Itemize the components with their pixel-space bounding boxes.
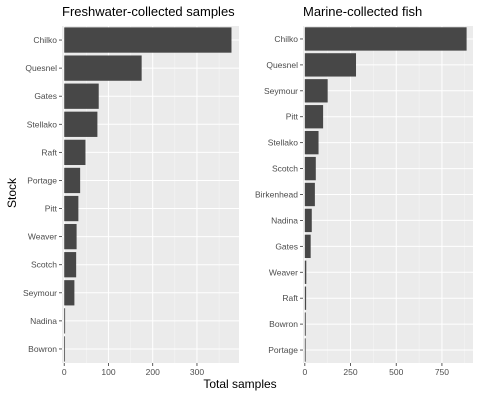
marine-bar-seymour <box>304 79 328 103</box>
y-axis-title: Stock <box>5 177 19 208</box>
marine-bar-weaver <box>304 260 307 284</box>
freshwater-y-tick-label: Portage <box>27 175 57 185</box>
freshwater-bar-raft <box>64 139 86 166</box>
marine-bar-gates <box>304 234 311 259</box>
marine-y-tick-label: Gates <box>275 241 298 251</box>
freshwater-bar-portage <box>64 167 81 194</box>
marine-bar-raft <box>304 286 307 310</box>
marine-bar-pitt <box>304 105 324 129</box>
marine-y-tick-label: Stellako <box>268 138 299 148</box>
freshwater-bar-pitt <box>64 195 79 222</box>
marine-x-tick-label: 250 <box>343 367 357 377</box>
freshwater-x-tick-label: 300 <box>190 367 204 377</box>
freshwater-bar-bowron <box>64 336 66 362</box>
x-axis-title: Total samples <box>203 377 276 391</box>
marine-y-tick-label: Seymour <box>264 86 298 96</box>
marine-panel: Chilko Quesnel Seymour Pitt Stellako Scotch Bi… <box>255 26 473 377</box>
marine-bar-quesnel <box>304 53 357 77</box>
freshwater-bar-nadina <box>64 308 66 334</box>
marine-y-tick-label: Portage <box>268 345 298 355</box>
marine-y-tick-label: Pitt <box>286 112 299 122</box>
freshwater-y-tick-label: Gates <box>34 91 57 101</box>
freshwater-bar-weaver <box>64 223 77 250</box>
freshwater-y-tick-label: Seymour <box>23 288 57 298</box>
freshwater-panel-background <box>62 26 239 363</box>
marine-bar-stellako <box>304 130 319 155</box>
marine-y-tick-label: Birkenhead <box>255 190 298 200</box>
freshwater-y-tick-label: Chilko <box>33 35 57 45</box>
freshwater-panel: Chilko Quesnel Gates Stellako Raft Portage Pit… <box>23 26 239 377</box>
marine-y-tick-label: Quesnel <box>266 60 298 70</box>
freshwater-y-tick-label: Bowron <box>28 344 57 354</box>
freshwater-y-tick-label: Stellako <box>27 119 58 129</box>
marine-y-tick-label: Scotch <box>272 164 298 174</box>
marine-y-tick-label: Weaver <box>269 267 298 277</box>
freshwater-y-tick-label: Scotch <box>31 260 57 270</box>
freshwater-x-tick-label: 0 <box>62 367 67 377</box>
freshwater-x-tick-label: 100 <box>101 367 115 377</box>
marine-x-tick-label: 750 <box>435 367 449 377</box>
freshwater-y-tick-label: Weaver <box>28 232 57 242</box>
panel-2-title: Marine-collected fish <box>303 4 422 19</box>
freshwater-bar-quesnel <box>64 55 142 81</box>
freshwater-x-tick-label: 200 <box>146 367 160 377</box>
marine-bar-nadina <box>304 208 312 233</box>
freshwater-bar-scotch <box>64 252 77 278</box>
marine-y-tick-label: Raft <box>282 293 298 303</box>
marine-bar-portage <box>304 338 306 362</box>
freshwater-y-tick-label: Raft <box>41 147 57 157</box>
freshwater-bar-stellako <box>64 111 98 137</box>
freshwater-bar-seymour <box>64 280 75 306</box>
freshwater-bar-chilko <box>64 27 232 53</box>
freshwater-y-tick-label: Pitt <box>45 204 58 214</box>
marine-y-tick-label: Chilko <box>274 34 298 44</box>
marine-y-tick-label: Nadina <box>271 215 298 225</box>
marine-bar-chilko <box>304 27 467 51</box>
marine-x-tick-label: 0 <box>302 367 307 377</box>
freshwater-bar-gates <box>64 83 99 109</box>
marine-bar-birkenhead <box>304 182 315 207</box>
marine-bar-scotch <box>304 156 316 181</box>
marine-bar-bowron <box>304 312 306 336</box>
marine-x-tick-label: 500 <box>389 367 403 377</box>
panel-1-title: Freshwater-collected samples <box>62 4 235 19</box>
marine-y-tick-label: Bowron <box>269 319 298 329</box>
freshwater-y-tick-label: Nadina <box>30 316 57 326</box>
freshwater-y-tick-label: Quesnel <box>25 63 57 73</box>
